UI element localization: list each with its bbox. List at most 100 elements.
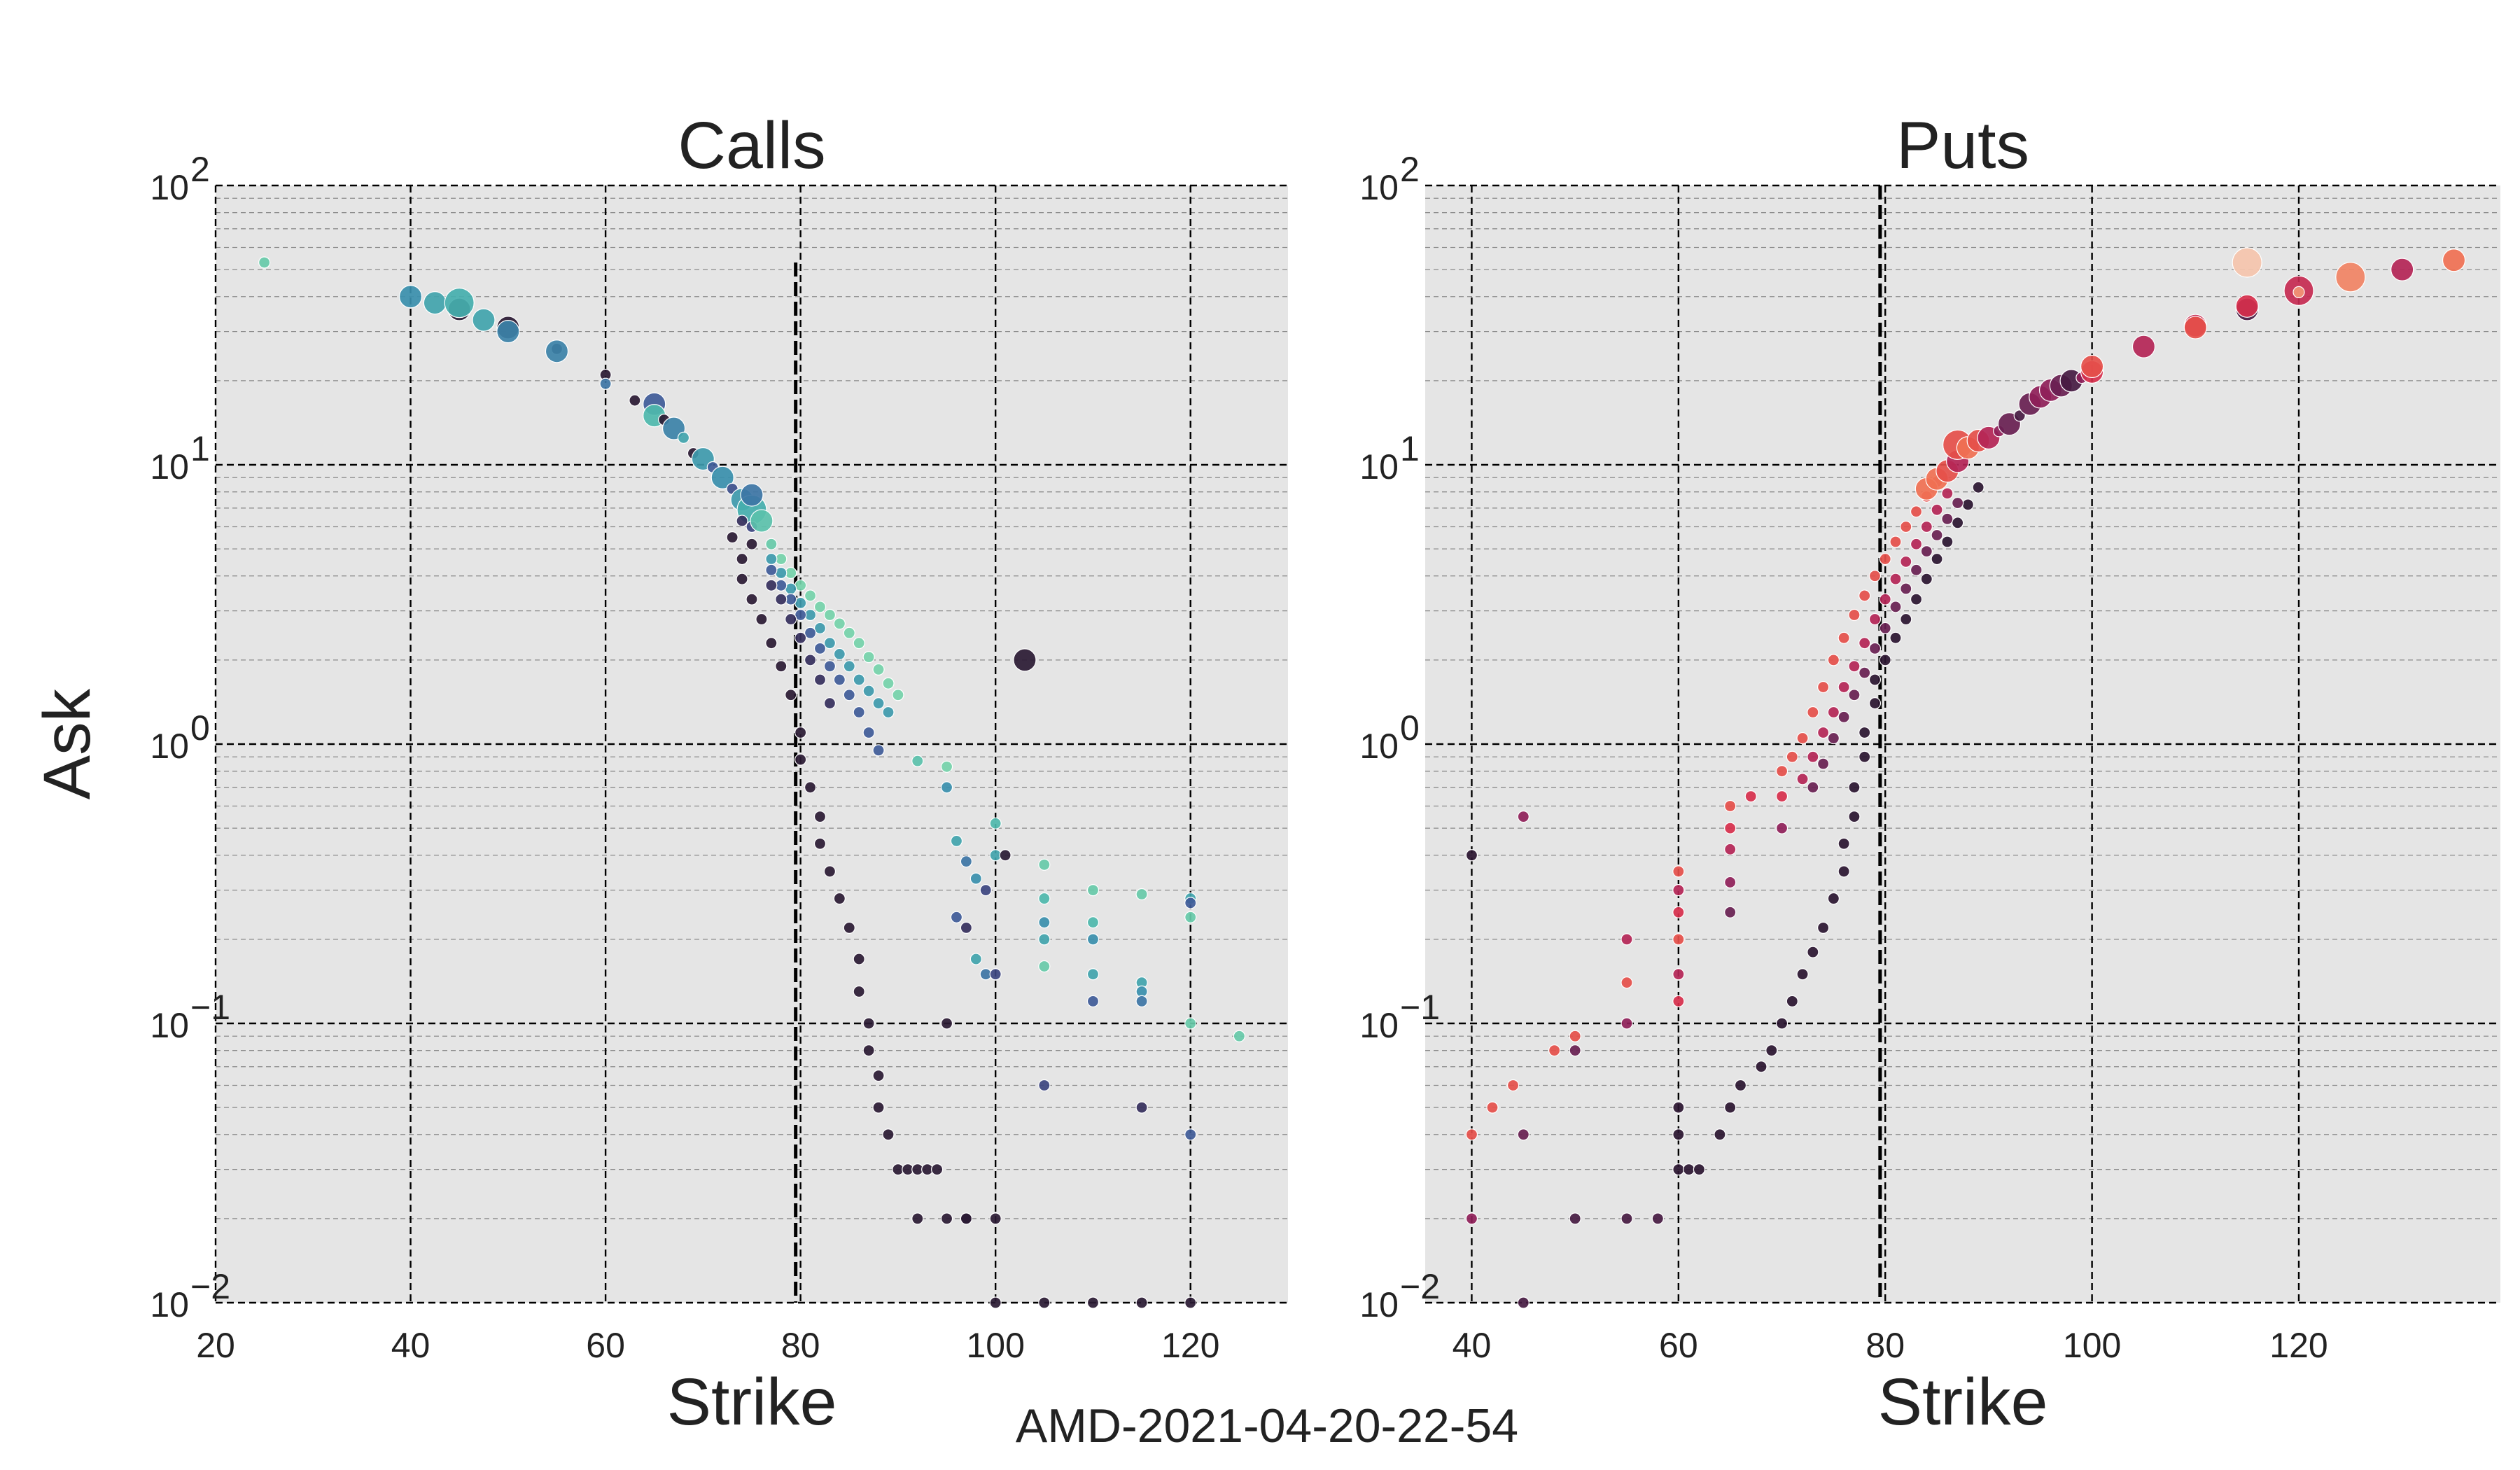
y-tick-label: 10 — [150, 1006, 189, 1045]
data-point — [1135, 1101, 1148, 1114]
data-point — [1683, 1163, 1695, 1176]
data-point — [1569, 1044, 1581, 1057]
y-tick-label: 10 — [150, 447, 189, 486]
data-point — [1744, 790, 1757, 803]
data-point — [794, 726, 807, 739]
data-point — [1931, 552, 1943, 566]
data-point — [989, 1296, 1002, 1309]
data-point — [813, 601, 827, 613]
data-point — [1765, 1044, 1778, 1057]
data-point — [872, 744, 885, 757]
y-tick-exponent: 1 — [1400, 429, 1420, 468]
y-tick-label: 10 — [1359, 1006, 1399, 1045]
data-point — [1817, 680, 1830, 694]
data-point — [1184, 911, 1197, 923]
data-point — [736, 573, 748, 585]
data-point — [969, 953, 982, 965]
data-point — [2235, 294, 2259, 318]
data-point — [736, 552, 748, 566]
data-point — [755, 612, 768, 626]
data-point — [1889, 601, 1902, 613]
data-point — [1807, 750, 1819, 763]
data-point — [1848, 781, 1861, 794]
data-point — [1548, 1044, 1561, 1057]
x-tick-label: 40 — [391, 1326, 430, 1365]
data-point — [979, 884, 992, 897]
calls-plot-area — [216, 186, 1288, 1303]
data-point — [1775, 822, 1788, 834]
data-point — [1796, 732, 1809, 745]
data-point — [911, 755, 924, 767]
data-point — [746, 593, 758, 606]
data-point — [2080, 354, 2104, 379]
x-tick-label: 40 — [1452, 1326, 1492, 1365]
x-tick-label: 120 — [1161, 1326, 1219, 1365]
data-point — [1086, 884, 1100, 897]
data-point — [726, 531, 738, 544]
data-point — [1135, 1296, 1148, 1309]
data-point — [1837, 710, 1850, 723]
data-point — [931, 1163, 944, 1176]
data-point — [1920, 573, 1933, 585]
data-point — [1941, 536, 1954, 548]
data-point — [862, 1017, 875, 1030]
data-point — [1858, 589, 1871, 602]
data-point — [1848, 660, 1861, 673]
data-point — [1920, 520, 1933, 533]
y-tick-label: 10 — [1359, 727, 1399, 766]
data-point — [1807, 706, 1819, 719]
data-point — [1038, 892, 1051, 905]
data-point — [2183, 316, 2207, 340]
calls-x-axis-label: Strike — [667, 1365, 837, 1439]
data-point — [1775, 765, 1788, 778]
data-point — [833, 648, 846, 661]
data-point — [1506, 1079, 1520, 1092]
x-tick-label: 20 — [196, 1326, 235, 1365]
data-point — [853, 706, 865, 719]
data-point — [1038, 960, 1051, 973]
data-point — [1889, 631, 1902, 644]
data-point — [989, 817, 1002, 830]
data-point — [804, 654, 817, 666]
data-point — [1672, 1101, 1685, 1114]
data-point — [1868, 612, 1882, 626]
data-point — [823, 637, 836, 650]
data-point — [1517, 810, 1530, 823]
data-point — [2232, 247, 2262, 278]
data-point — [1931, 503, 1943, 516]
data-point — [1724, 1101, 1737, 1114]
data-point — [1672, 865, 1685, 878]
data-point — [1724, 799, 1737, 813]
data-point — [444, 288, 475, 318]
data-point — [940, 1212, 953, 1225]
puts-x-axis-label: Strike — [1878, 1365, 2048, 1439]
data-point — [1879, 654, 1891, 666]
data-point — [1620, 1212, 1633, 1225]
data-point — [1796, 773, 1809, 785]
data-point — [2335, 262, 2366, 293]
data-point — [960, 855, 973, 868]
data-point — [1941, 512, 1954, 525]
calls-grid — [214, 184, 1288, 1304]
data-point — [1817, 726, 1830, 739]
data-point — [1651, 1212, 1664, 1225]
data-point — [1038, 1079, 1051, 1092]
data-point — [1038, 858, 1051, 871]
data-point — [1910, 538, 1923, 550]
data-point — [1672, 1128, 1685, 1141]
data-point — [950, 911, 963, 923]
data-point — [1672, 884, 1685, 897]
data-point — [853, 953, 865, 965]
data-point — [1038, 1296, 1051, 1309]
data-point — [746, 538, 758, 550]
data-point — [765, 637, 778, 650]
data-point — [1184, 1128, 1197, 1141]
data-point — [1827, 732, 1840, 745]
data-point — [1900, 612, 1912, 626]
y-tick-exponent: 0 — [190, 708, 210, 748]
data-point — [1827, 892, 1840, 905]
data-point — [1848, 689, 1861, 701]
